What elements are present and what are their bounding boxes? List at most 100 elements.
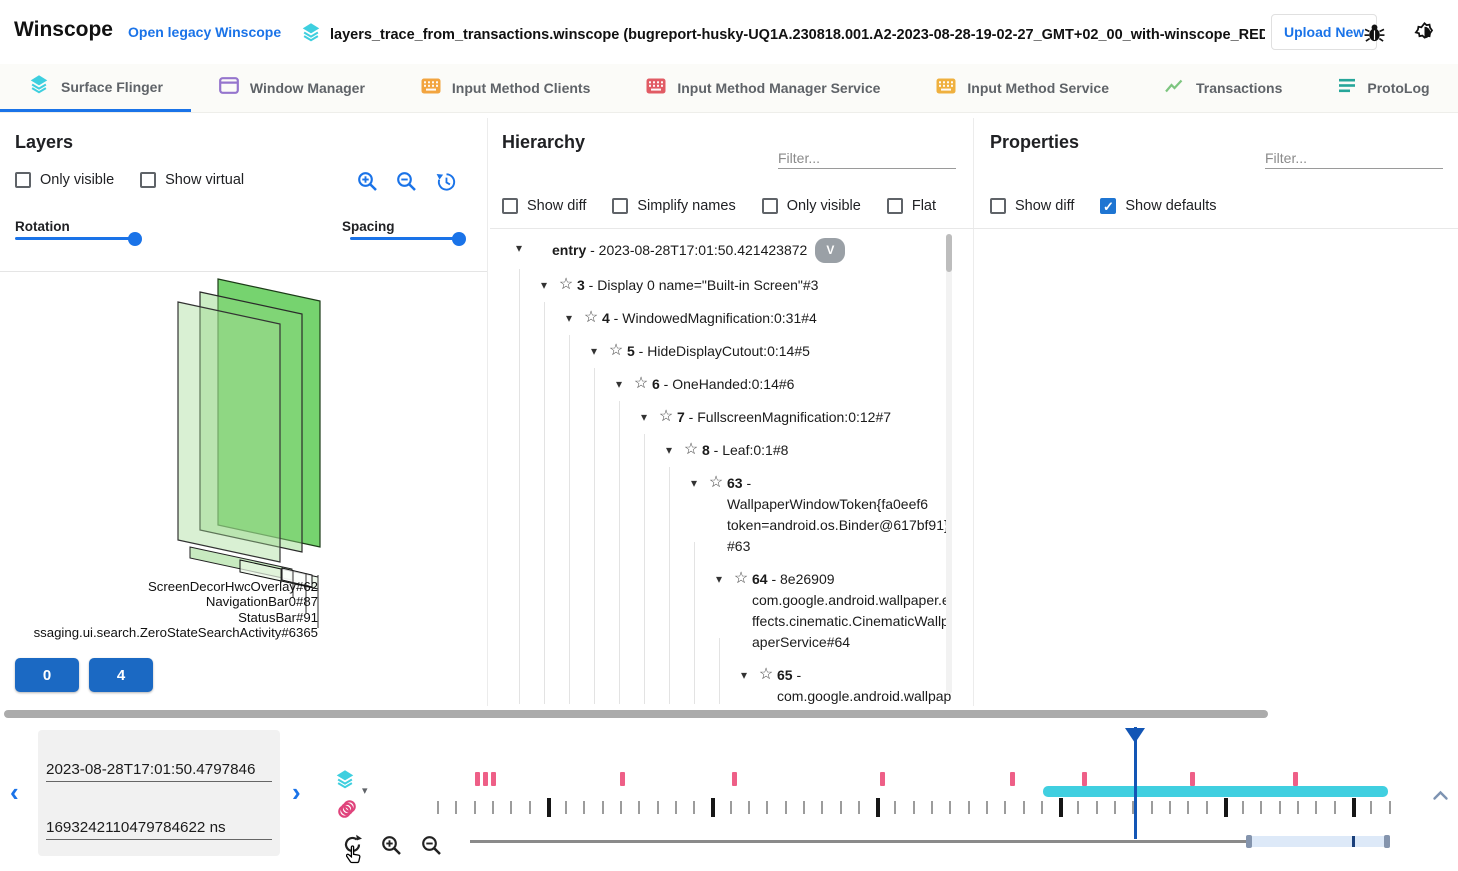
zoom-in-icon[interactable] [356, 170, 379, 198]
expand-arrow-icon[interactable]: ▾ [583, 341, 605, 358]
human-timestamp-input[interactable] [46, 758, 272, 782]
tab-window-manager[interactable]: Window Manager [191, 64, 393, 112]
tree-node-4[interactable]: ▾☆4 - WindowedMagnification:0:31#4 [558, 302, 952, 335]
properties-show-diff-checkbox[interactable]: Show diff [990, 198, 1074, 214]
tab-input-method-manager-service[interactable]: Input Method Manager Service [618, 64, 908, 112]
tab-protolog[interactable]: ProtoLog [1310, 64, 1457, 112]
timeline-zoom-in-icon[interactable] [380, 834, 403, 862]
expand-arrow-icon[interactable]: ▾ [508, 238, 530, 255]
tree-node-8[interactable]: ▾☆8 - Leaf:0:1#8 [658, 434, 952, 467]
layer-rect-front[interactable] [178, 302, 280, 562]
tab-input-method-clients[interactable]: Input Method Clients [393, 64, 618, 112]
bug-report-icon[interactable] [1364, 22, 1385, 48]
transition-event-marker[interactable] [732, 772, 737, 786]
pin-star-icon[interactable]: ☆ [730, 569, 752, 589]
expand-arrow-icon[interactable]: ▾ [533, 275, 555, 292]
tab-surface-flinger[interactable]: Surface Flinger [0, 64, 191, 112]
tree-node-label: 6 - OneHanded:0:14#6 [652, 374, 794, 395]
transition-event-marker[interactable] [483, 772, 488, 786]
surface-flinger-trace-icon[interactable] [334, 768, 356, 795]
timeline-cursor-head[interactable] [1124, 727, 1146, 749]
timeline-scroll-line[interactable] [470, 840, 1246, 843]
tree-node-64[interactable]: ▾☆64 - 8e26909 com.google.android.wallpa… [708, 563, 952, 659]
reset-zoom-icon[interactable] [342, 834, 363, 860]
pin-star-icon[interactable]: ☆ [655, 407, 677, 427]
hierarchy-show-diff-checkbox[interactable]: Show diff [502, 198, 586, 214]
transition-event-marker[interactable] [491, 772, 496, 786]
ns-timestamp-input[interactable] [46, 816, 272, 840]
pin-star-icon[interactable]: ☆ [555, 275, 577, 295]
expand-arrow-icon[interactable]: ▾ [608, 374, 630, 391]
tab-transactions[interactable]: Transactions [1137, 64, 1310, 112]
expand-arrow-icon[interactable]: ▾ [733, 665, 755, 682]
transition-event-marker[interactable] [475, 772, 480, 786]
hierarchy-scrollbar-thumb[interactable] [946, 234, 952, 272]
rotation-slider-track[interactable] [15, 237, 135, 240]
layers-only-visible-checkbox[interactable]: Only visible [15, 172, 114, 188]
tree-node-65[interactable]: ▾☆65 - com.google.android.wallpaper.effe… [733, 659, 952, 704]
expand-arrow-icon[interactable]: ▾ [658, 440, 680, 457]
display-button-0[interactable]: 0 [15, 658, 79, 692]
ruler-tick-minor [510, 801, 512, 814]
tree-node-63[interactable]: ▾☆63 - WallpaperWindowToken{fa0eef6 toke… [683, 467, 952, 563]
open-legacy-winscope-link[interactable]: Open legacy Winscope [128, 24, 281, 40]
upload-new-button[interactable]: Upload New [1271, 14, 1377, 50]
pin-star-icon[interactable]: ☆ [680, 440, 702, 460]
hierarchy-scrollbar-track[interactable] [946, 234, 952, 694]
range-handle-left[interactable] [1246, 835, 1252, 848]
ruler-tick-minor [986, 801, 988, 814]
transition-event-marker[interactable] [1010, 772, 1015, 786]
timeline-range-selection[interactable] [1246, 836, 1390, 847]
properties-show-defaults-checkbox[interactable]: ✓Show defaults [1100, 198, 1216, 214]
rotation-slider-thumb[interactable] [128, 232, 142, 246]
expand-arrow-icon[interactable]: ▾ [708, 569, 730, 586]
transitions-trace-icon[interactable] [336, 798, 358, 825]
checkbox-checked-icon: ✓ [1100, 198, 1116, 214]
pin-star-icon[interactable]: ☆ [630, 374, 652, 394]
restore-history-icon[interactable] [434, 170, 458, 198]
zoom-out-icon[interactable] [395, 170, 418, 198]
trace-selector-caret[interactable]: ▾ [362, 784, 368, 797]
transition-event-marker[interactable] [1082, 772, 1087, 786]
hierarchy-only-visible-checkbox[interactable]: Only visible [762, 198, 861, 214]
ruler-tick-minor [437, 801, 439, 814]
pin-star-icon[interactable]: ☆ [705, 473, 727, 493]
hierarchy-simplify-names-checkbox[interactable]: Simplify names [612, 198, 735, 214]
expand-arrow-icon[interactable]: ▾ [558, 308, 580, 325]
pin-star-icon[interactable]: ☆ [580, 308, 602, 328]
timeline-resize-handle[interactable] [4, 710, 1268, 718]
tree-node-7[interactable]: ▾☆7 - FullscreenMagnification:0:12#7 [633, 401, 952, 434]
tree-node-3[interactable]: ▾☆3 - Display 0 name="Built-in Screen"#3 [533, 269, 952, 302]
dark-mode-icon[interactable] [1413, 21, 1436, 49]
tab-label: Window Manager [250, 80, 365, 96]
spacing-slider-track[interactable] [350, 237, 458, 240]
collapse-timeline-chevron[interactable] [1432, 788, 1449, 806]
tree-node-6[interactable]: ▾☆6 - OneHanded:0:14#6 [608, 368, 952, 401]
spacing-slider-thumb[interactable] [452, 232, 466, 246]
pin-star-icon[interactable]: ☆ [605, 341, 627, 361]
expand-arrow-icon[interactable]: ▾ [683, 473, 705, 490]
transition-event-marker[interactable] [1293, 772, 1298, 786]
expand-arrow-icon[interactable]: ▾ [633, 407, 655, 424]
active-trace-bar[interactable] [1043, 786, 1388, 797]
range-handle-right[interactable] [1384, 835, 1390, 848]
panel-divider [973, 118, 974, 706]
layers-show-virtual-checkbox[interactable]: Show virtual [140, 172, 244, 188]
layers-icon [300, 21, 322, 48]
transition-event-marker[interactable] [1190, 772, 1195, 786]
transition-event-marker[interactable] [880, 772, 885, 786]
display-button-4[interactable]: 4 [89, 658, 153, 692]
timeline-zoom-out-icon[interactable] [420, 834, 443, 862]
next-entry-chevron[interactable]: › [292, 782, 301, 802]
tree-node-5[interactable]: ▾☆5 - HideDisplayCutout:0:14#5 [583, 335, 952, 368]
previous-entry-chevron[interactable]: ‹ [10, 782, 19, 802]
ruler-tick-major [876, 798, 880, 817]
hierarchy-filter-input[interactable] [778, 148, 956, 169]
ruler-tick-minor [474, 801, 476, 814]
transition-event-marker[interactable] [620, 772, 625, 786]
tab-input-method-service[interactable]: Input Method Service [908, 64, 1137, 112]
hierarchy-flat-checkbox[interactable]: Flat [887, 198, 936, 214]
pin-star-icon[interactable]: ☆ [755, 665, 777, 685]
properties-filter-input[interactable] [1265, 148, 1443, 169]
